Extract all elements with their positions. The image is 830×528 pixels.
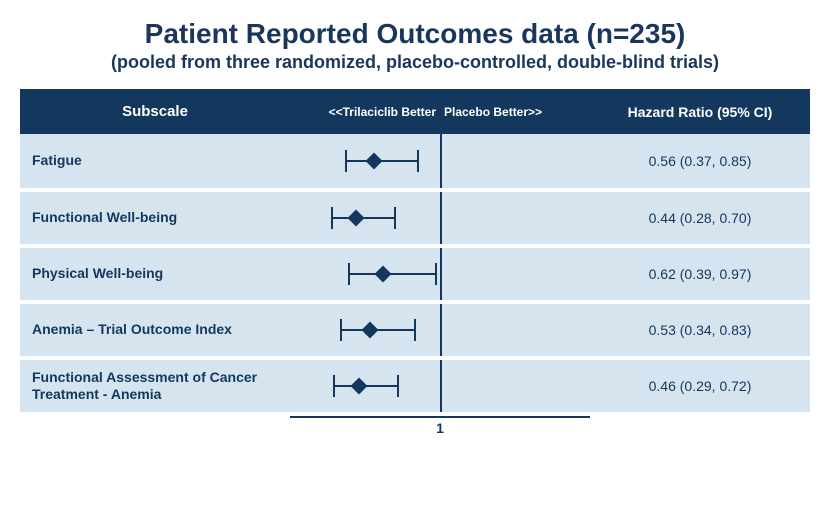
subscale-label: Fatigue xyxy=(20,134,290,190)
forest-cell xyxy=(290,302,590,358)
subscale-label: Functional Well-being xyxy=(20,190,290,246)
table-row: Functional Well-being 0.44 (0.28, 0.70) xyxy=(20,190,810,246)
hr-value: 0.46 (0.29, 0.72) xyxy=(590,358,810,414)
subscale-label: Physical Well-being xyxy=(20,246,290,302)
axis-row: 1 xyxy=(20,414,810,440)
point-estimate-diamond xyxy=(348,210,365,227)
whisker-low xyxy=(345,150,347,172)
point-estimate-diamond xyxy=(361,322,378,339)
col-header-hr: Hazard Ratio (95% CI) xyxy=(590,89,810,134)
whisker-high xyxy=(414,319,416,341)
point-estimate-diamond xyxy=(366,153,383,170)
page-subtitle: (pooled from three randomized, placebo-c… xyxy=(20,52,810,73)
hr-value: 0.62 (0.39, 0.97) xyxy=(590,246,810,302)
axis-tick-label: 1 xyxy=(436,420,444,436)
whisker-high xyxy=(394,207,396,229)
reference-line xyxy=(440,192,442,244)
whisker-high xyxy=(397,375,399,397)
point-estimate-diamond xyxy=(351,378,368,395)
col-header-subscale: Subscale xyxy=(20,89,290,134)
subscale-label: Anemia – Trial Outcome Index xyxy=(20,302,290,358)
hr-value: 0.44 (0.28, 0.70) xyxy=(590,190,810,246)
subscale-label: Functional Assessment of Cancer Treatmen… xyxy=(20,358,290,414)
page-title: Patient Reported Outcomes data (n=235) xyxy=(20,18,810,50)
forest-cell xyxy=(290,358,590,414)
col-header-direction: <<Trilaciclib Better Placebo Better>> xyxy=(290,89,590,134)
forest-cell xyxy=(290,246,590,302)
table-row: Physical Well-being 0.62 (0.39, 0.97) xyxy=(20,246,810,302)
reference-line xyxy=(440,248,442,300)
direction-left-label: <<Trilaciclib Better xyxy=(290,105,440,119)
hr-value: 0.53 (0.34, 0.83) xyxy=(590,302,810,358)
reference-line xyxy=(440,304,442,356)
point-estimate-diamond xyxy=(375,266,392,283)
whisker-low xyxy=(333,375,335,397)
reference-line xyxy=(440,360,442,412)
ci-line xyxy=(349,273,436,275)
x-axis-line xyxy=(290,416,590,418)
forest-plot-table: Subscale <<Trilaciclib Better Placebo Be… xyxy=(20,89,810,440)
whisker-low xyxy=(348,263,350,285)
table-row: Anemia – Trial Outcome Index 0.53 (0.34, … xyxy=(20,302,810,358)
whisker-high xyxy=(435,263,437,285)
direction-right-label: Placebo Better>> xyxy=(440,105,590,119)
whisker-low xyxy=(340,319,342,341)
header-row: Subscale <<Trilaciclib Better Placebo Be… xyxy=(20,89,810,134)
forest-cell xyxy=(290,190,590,246)
reference-line xyxy=(440,134,442,188)
table-row: Fatigue 0.56 (0.37, 0.85) xyxy=(20,134,810,190)
table-row: Functional Assessment of Cancer Treatmen… xyxy=(20,358,810,414)
forest-cell xyxy=(290,134,590,190)
whisker-low xyxy=(331,207,333,229)
hr-value: 0.56 (0.37, 0.85) xyxy=(590,134,810,190)
whisker-high xyxy=(417,150,419,172)
